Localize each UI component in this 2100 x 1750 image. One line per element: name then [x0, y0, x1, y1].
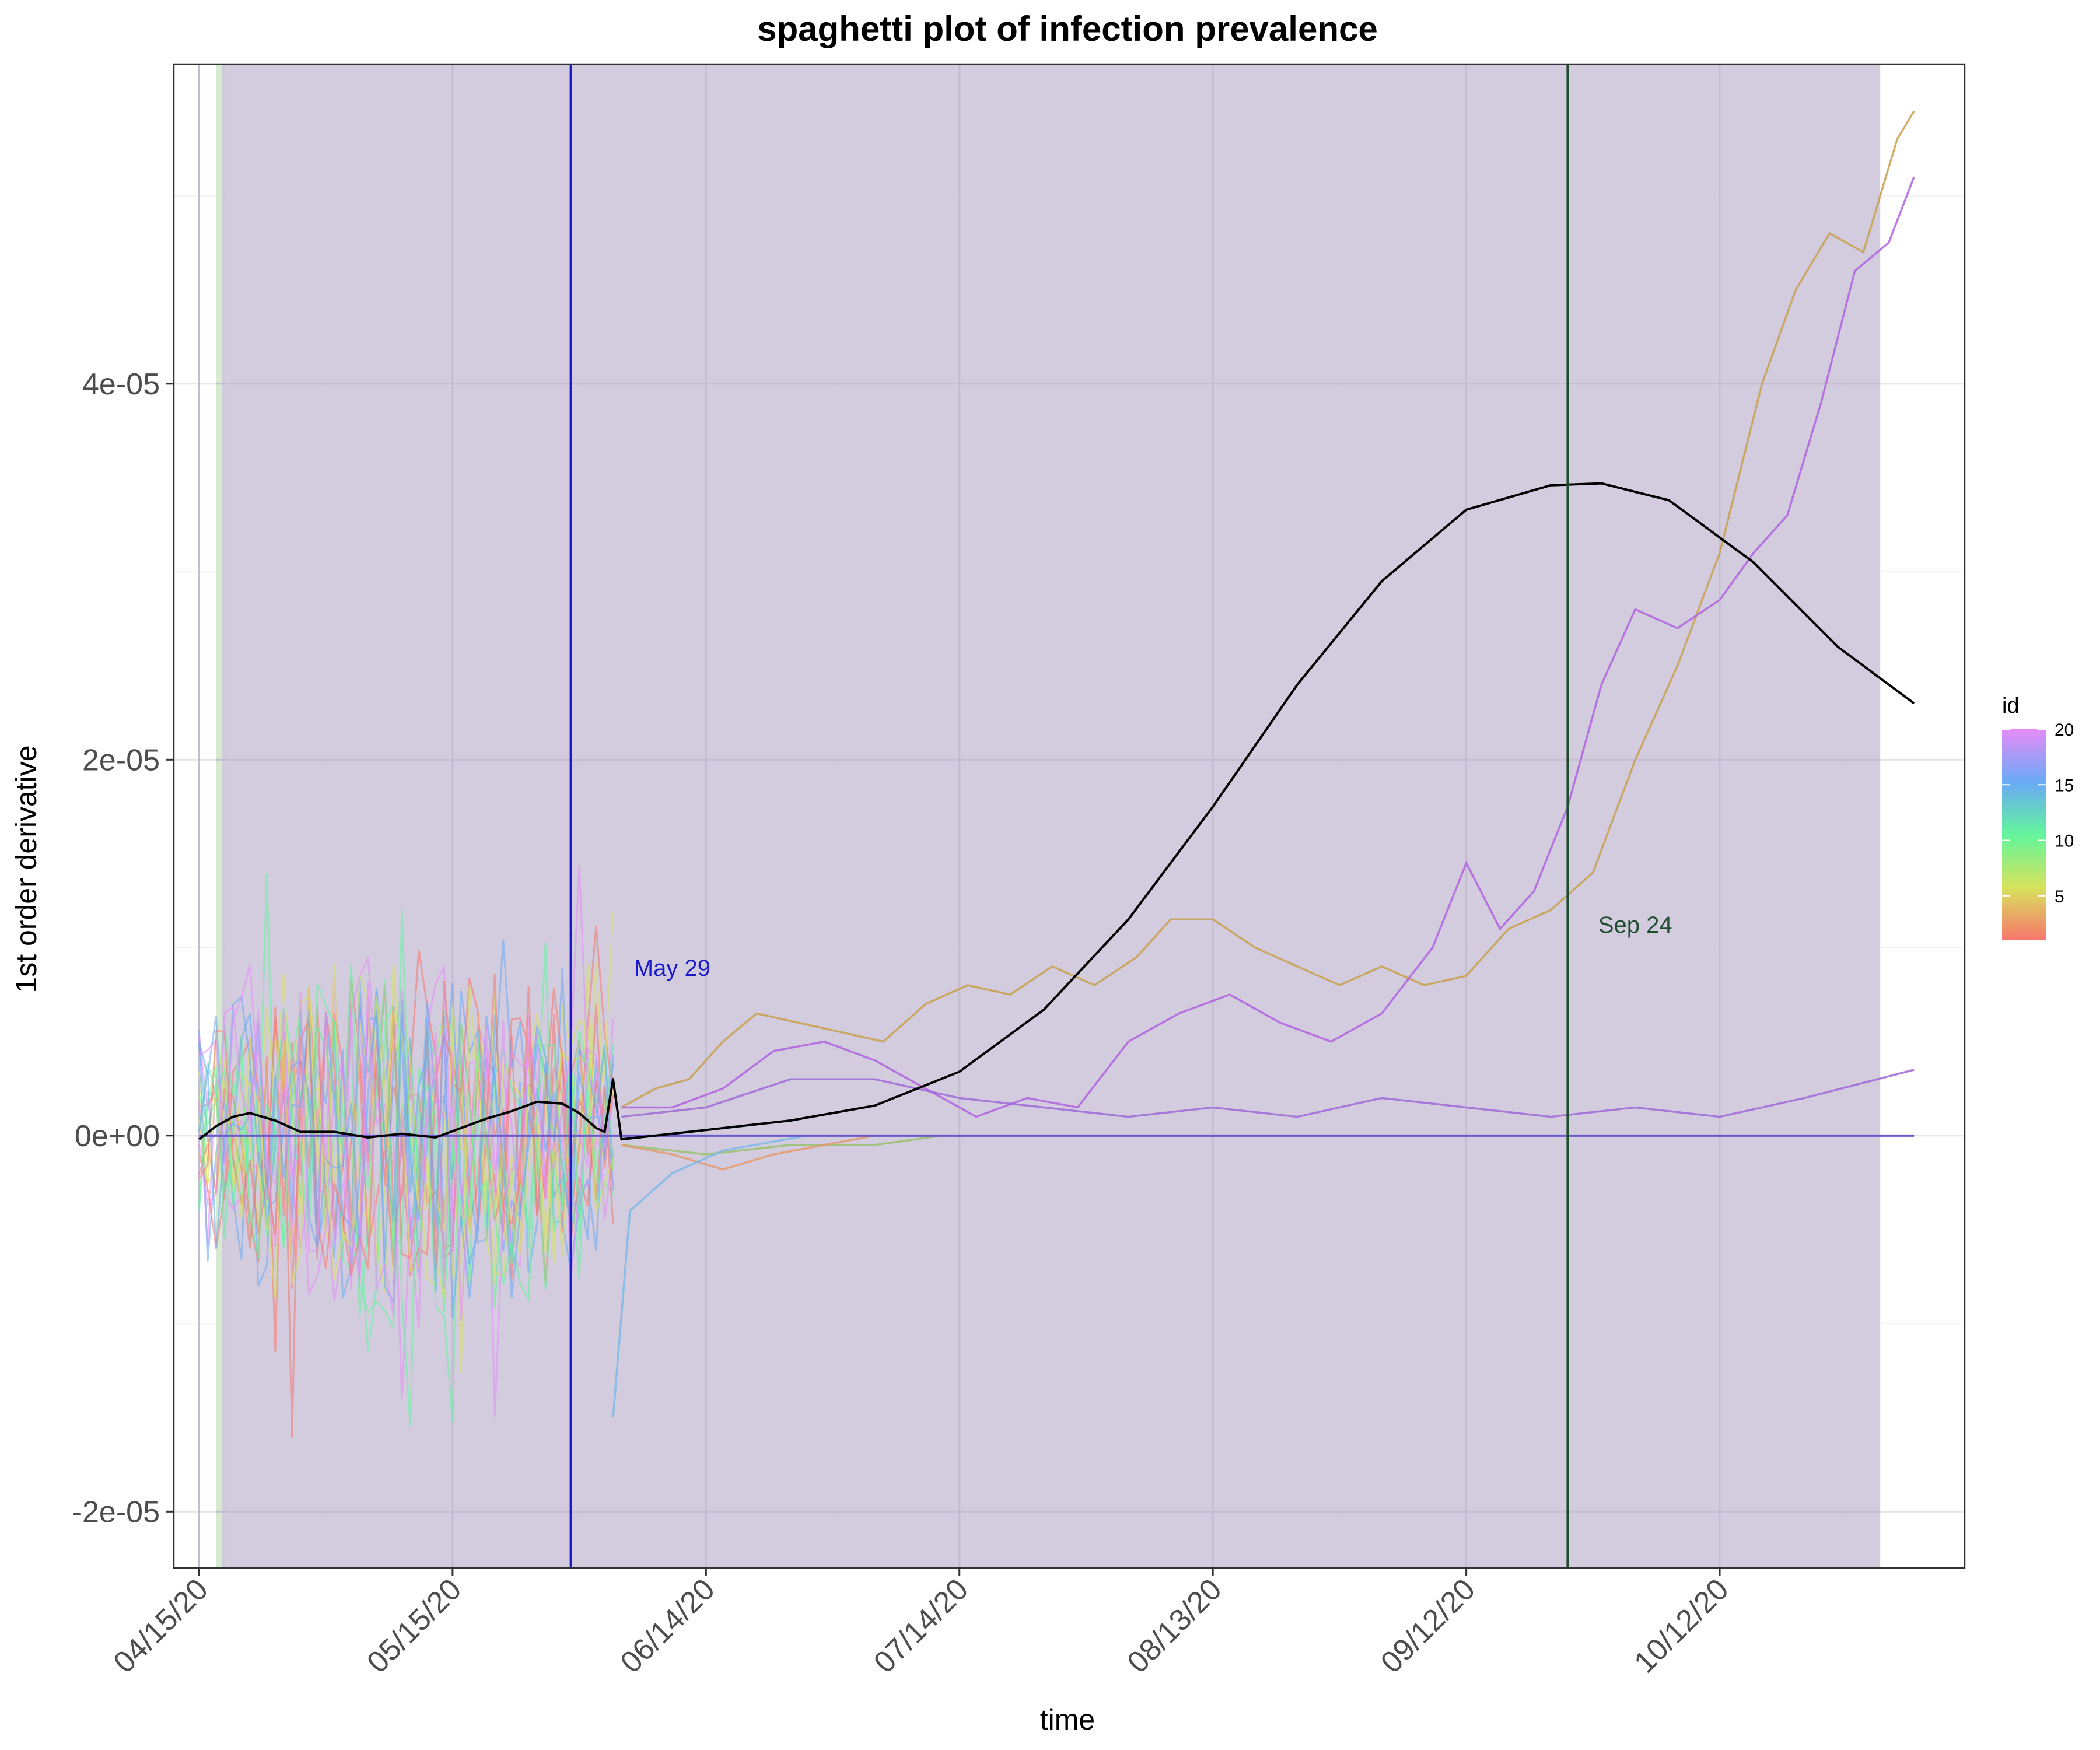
series-line-6 [612, 1135, 808, 1418]
x-tick-label: 09/12/20 [1374, 1572, 1482, 1679]
noise-series-group [198, 865, 614, 1438]
legend-tick-label: 15 [2054, 776, 2074, 795]
series-line-1 [621, 110, 1915, 1109]
noise-series-line [198, 940, 614, 1306]
legend: id 5 10 15 20 [2002, 694, 2074, 940]
legend-colorbar [2002, 729, 2046, 940]
series-line-2 [621, 176, 1915, 1118]
x-axis-title: time [1040, 1703, 1095, 1736]
noise-series-line [198, 909, 614, 1303]
vertical-line-label-1: May 29 [634, 956, 710, 981]
y-tick-label: 0e+00 [75, 1119, 160, 1153]
chart-title: spaghetti plot of infection prevalence [757, 9, 1377, 48]
plot-area: May 29 Sep 24 04/15/20 05/15/20 06/14/20 07/1… [72, 63, 1966, 1680]
x-tick-label: 05/15/20 [360, 1572, 468, 1679]
y-tick-label: 2e-05 [82, 743, 160, 777]
series-line-3 [621, 1069, 1915, 1118]
mean-curve [198, 482, 1915, 1141]
series-line-4 [621, 1135, 943, 1156]
x-tick-label: 08/13/20 [1121, 1572, 1228, 1679]
noise-series-line [198, 982, 614, 1321]
y-tick-label: 4e-05 [82, 368, 160, 401]
legend-tick-label: 5 [2054, 887, 2064, 907]
y-axis-title: 1st order derivative [10, 745, 43, 993]
x-tick-label: 06/14/20 [614, 1572, 722, 1679]
x-tick-label: 10/12/20 [1628, 1572, 1735, 1679]
shaded-region [222, 64, 1881, 1568]
series-line-5 [621, 1135, 876, 1171]
plot-border [173, 63, 1966, 1569]
vertical-line-label-2: Sep 24 [1598, 912, 1672, 938]
legend-title: id [2002, 694, 2020, 718]
y-tick-label: -2e-05 [72, 1495, 160, 1529]
legend-tick-label: 10 [2054, 832, 2074, 851]
x-tick-label: 04/15/20 [107, 1572, 215, 1679]
legend-tick-label: 20 [2054, 720, 2074, 740]
x-tick-label: 07/14/20 [867, 1572, 975, 1679]
noise-series-line [198, 999, 614, 1319]
